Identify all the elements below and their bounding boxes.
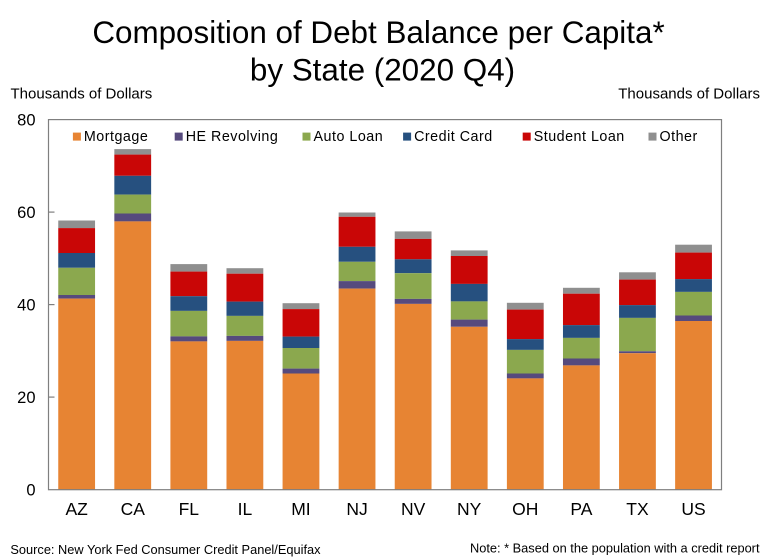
svg-text:80: 80 <box>17 112 35 130</box>
svg-text:MI: MI <box>291 499 310 519</box>
svg-text:US: US <box>681 499 705 519</box>
svg-text:Note: * Based on the populatio: Note: * Based on the population with a c… <box>470 541 760 556</box>
svg-text:NV: NV <box>401 499 426 519</box>
svg-text:60: 60 <box>17 204 35 222</box>
svg-text:FL: FL <box>179 499 200 519</box>
svg-text:Student Loan: Student Loan <box>534 129 625 145</box>
svg-text:NJ: NJ <box>346 499 367 519</box>
svg-text:OH: OH <box>512 499 538 519</box>
svg-text:IL: IL <box>238 499 253 519</box>
svg-text:Mortgage: Mortgage <box>84 129 148 145</box>
svg-text:PA: PA <box>570 499 592 519</box>
svg-text:Credit Card: Credit Card <box>414 129 493 145</box>
svg-text:Source: New York Fed Consumer: Source: New York Fed Consumer Credit Pan… <box>10 542 321 557</box>
svg-text:40: 40 <box>17 297 35 315</box>
svg-text:Composition of Debt Balance pe: Composition of Debt Balance per Capita* <box>92 15 664 50</box>
svg-text:NY: NY <box>457 499 482 519</box>
svg-text:Other: Other <box>660 129 698 145</box>
svg-text:Auto Loan: Auto Loan <box>314 129 384 145</box>
svg-text:Thousands of Dollars: Thousands of Dollars <box>618 86 760 103</box>
svg-text:0: 0 <box>26 482 35 500</box>
svg-text:CA: CA <box>121 499 146 519</box>
svg-text:AZ: AZ <box>65 499 88 519</box>
svg-text:TX: TX <box>626 499 649 519</box>
svg-text:Thousands of Dollars: Thousands of Dollars <box>11 86 153 103</box>
svg-text:by State (2020 Q4): by State (2020 Q4) <box>250 52 515 87</box>
svg-text:HE Revolving: HE Revolving <box>186 129 279 145</box>
svg-text:20: 20 <box>17 389 35 407</box>
